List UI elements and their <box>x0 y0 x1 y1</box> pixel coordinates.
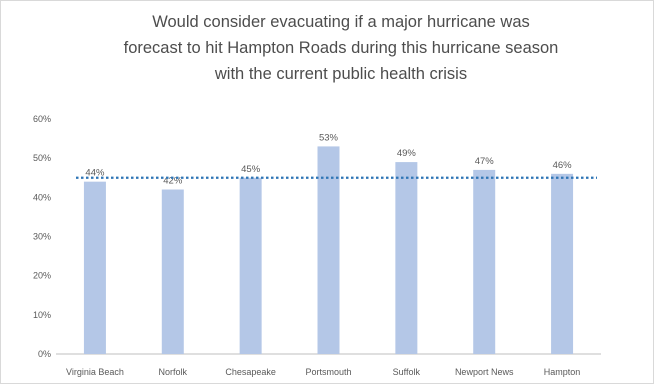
y-tick-label: 40% <box>33 192 51 202</box>
y-tick-label: 10% <box>33 310 51 320</box>
y-tick-label: 60% <box>33 114 51 124</box>
bar-suffolk <box>395 162 418 354</box>
chart-title-line-3: with the current public health crisis <box>214 65 468 83</box>
x-tick-label: Suffolk <box>393 367 421 377</box>
bar-virginia-beach <box>83 181 106 354</box>
y-tick-label: 50% <box>33 153 51 163</box>
bar-newport-news <box>473 169 496 354</box>
bar-portsmouth <box>317 146 340 354</box>
data-label: 49% <box>397 148 417 159</box>
data-label: 47% <box>475 156 495 167</box>
y-tick-label: 20% <box>33 271 51 281</box>
chart-title-line-2: forecast to hit Hampton Roads during thi… <box>123 39 559 57</box>
data-label: 44% <box>85 168 105 179</box>
x-tick-label: Norfolk <box>159 367 188 377</box>
x-tick-label: Newport News <box>455 367 514 377</box>
bar-hampton <box>551 173 574 354</box>
bar-chesapeake <box>239 177 262 354</box>
chart-title-line-1: Would consider evacuating if a major hur… <box>152 13 530 31</box>
data-label: 42% <box>163 176 183 187</box>
bar-norfolk <box>161 189 184 354</box>
x-tick-label: Hampton <box>544 367 581 377</box>
data-label: 46% <box>553 160 573 171</box>
x-tick-label: Virginia Beach <box>66 367 124 377</box>
chart-title: Would consider evacuating if a major hur… <box>41 9 641 87</box>
y-tick-label: 0% <box>38 349 51 359</box>
data-label: 53% <box>319 132 339 143</box>
x-tick-label: Portsmouth <box>305 367 351 377</box>
y-tick-label: 30% <box>33 232 51 242</box>
x-tick-label: Chesapeake <box>225 367 276 377</box>
data-label: 45% <box>241 164 261 175</box>
